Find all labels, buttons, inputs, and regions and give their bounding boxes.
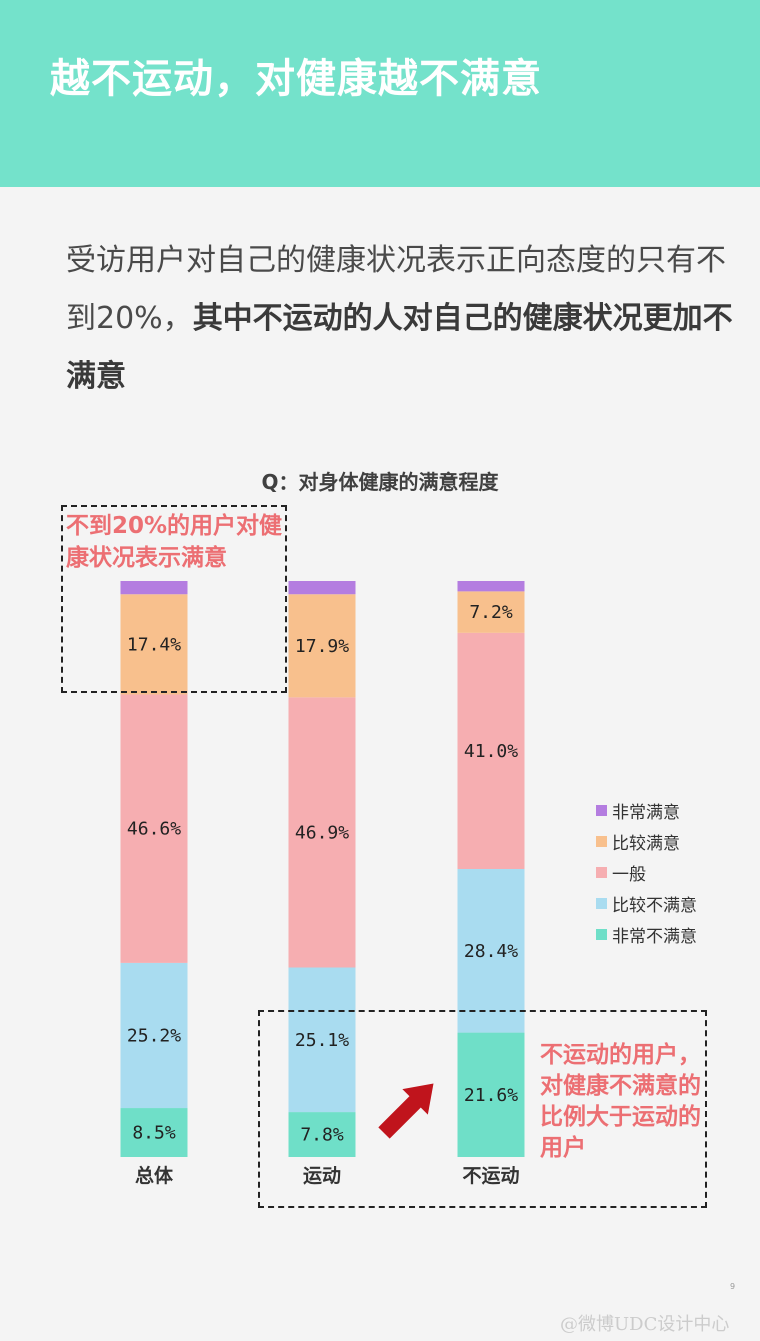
data-label: 41.0%	[464, 741, 518, 762]
data-label: 25.2%	[127, 1025, 181, 1046]
legend-label: 一般	[612, 865, 646, 885]
data-label: 8.5%	[132, 1123, 176, 1144]
callout-no-exercise-note: 不运动的用户，对健康不满意的比例大于运动的用户	[540, 1042, 701, 1161]
data-label: 7.8%	[300, 1125, 344, 1146]
intro-bold: 其中不运动的人对自己的健康状况更加不满意	[66, 301, 733, 394]
legend-item: 比较不满意	[596, 888, 697, 919]
category-label: 总体	[135, 1164, 174, 1187]
page-title: 越不运动，对健康越不满意	[50, 56, 542, 102]
legend-swatch	[596, 867, 607, 878]
bar-segment	[288, 967, 356, 1113]
bar-segment	[288, 581, 356, 595]
legend-item: 非常不满意	[596, 919, 697, 950]
data-label: 25.1%	[295, 1030, 349, 1051]
bar-segment	[120, 581, 188, 595]
data-label: 46.9%	[295, 822, 349, 843]
bar-segment	[120, 962, 188, 1109]
category-label: 不运动	[462, 1165, 519, 1187]
legend-label: 非常满意	[612, 803, 680, 823]
header-banner: 越不运动，对健康越不满意	[0, 0, 760, 187]
legend-item: 比较满意	[596, 826, 697, 857]
data-label: 28.4%	[464, 941, 518, 962]
data-label: 17.4%	[127, 634, 181, 655]
legend-swatch	[596, 805, 607, 816]
bar-segment	[457, 869, 525, 1033]
bar-segment	[457, 581, 525, 592]
legend-item: 一般	[596, 857, 697, 888]
highlight-box-no-exercise	[258, 1010, 707, 1208]
category-label: 运动	[303, 1165, 341, 1187]
chart-title: Q：对身体健康的满意程度	[261, 470, 499, 494]
legend-label: 非常不满意	[612, 927, 697, 947]
bar-segment	[288, 697, 356, 968]
legend-swatch	[596, 898, 607, 909]
watermark: @微博UDC设计中心	[560, 1314, 730, 1335]
bar-segment	[120, 594, 188, 695]
data-label: 46.6%	[127, 819, 181, 840]
legend-swatch	[596, 929, 607, 940]
data-label: 21.6%	[464, 1085, 518, 1106]
legend-item: 非常满意	[596, 795, 697, 826]
bar-segment	[288, 594, 356, 698]
chart-legend: 非常满意比较满意一般比较不满意非常不满意	[596, 795, 697, 950]
arrow-icon	[378, 1083, 434, 1139]
legend-label: 比较满意	[612, 834, 680, 854]
data-label: 7.2%	[469, 602, 513, 623]
bar-segment	[120, 694, 188, 963]
intro-text: 受访用户对自己的健康状况表示正向态度的只有不到20%，其中不运动的人对自己的健康…	[66, 232, 746, 406]
bar-segment	[457, 591, 525, 633]
legend-label: 比较不满意	[612, 896, 697, 916]
bar-segment	[457, 1032, 525, 1157]
intro-plain: 受访用户对自己的健康状况表示正向态度的只有不到20%，	[66, 243, 726, 336]
callout-satisfied-note: 不到20%的用户对健康状况表示满意	[66, 513, 283, 571]
bar-segment	[457, 632, 525, 869]
legend-swatch	[596, 836, 607, 847]
page-number: 9	[730, 1282, 736, 1291]
data-label: 17.9%	[295, 636, 349, 657]
highlight-box-satisfied	[61, 505, 287, 693]
bar-segment	[288, 1112, 356, 1157]
bar-segment	[120, 1108, 188, 1157]
